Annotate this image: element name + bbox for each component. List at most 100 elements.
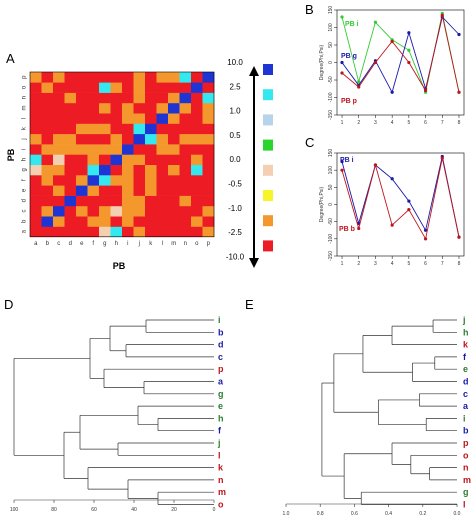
- x-tick-label: 100: [10, 507, 19, 513]
- heatmap-cell-bk: [145, 216, 157, 227]
- heatmap-cell-ol: [156, 82, 169, 93]
- heatmap-cell-mn: [179, 102, 192, 114]
- heatmap-cell-ph: [110, 72, 123, 83]
- heatmap-cell-pa: [30, 72, 42, 83]
- heatmap-cell-cg: [99, 205, 111, 217]
- heatmap-cell-pi: [122, 72, 134, 83]
- heatmap-cell-gm: [168, 164, 180, 176]
- heatmap-cell-og: [99, 82, 111, 93]
- leaf-label: f: [218, 426, 222, 436]
- heatmap-cell-ge: [76, 164, 88, 176]
- heatmap-cell-ak: [145, 226, 157, 238]
- heatmap-cell-pj: [133, 72, 146, 83]
- heatmap-cell-di: [122, 195, 134, 207]
- heatmap-cell-el: [156, 185, 169, 196]
- heatmap-cell-oj: [133, 82, 146, 93]
- heatmap-cell-ep: [202, 185, 215, 196]
- heatmap-cell-al: [156, 226, 169, 238]
- heatmap-cell-ce: [76, 205, 88, 217]
- heatmap-cell-fn: [179, 175, 192, 186]
- y-tick-label: -100: [328, 234, 334, 244]
- heatmap-cell-bn: [179, 216, 192, 227]
- heatmap-cell-ka: [30, 123, 42, 135]
- heatmap-cell-pm: [168, 72, 180, 83]
- heatmap-cell-mc: [53, 102, 65, 114]
- heatmap-cell-je: [76, 133, 88, 145]
- colorbar-swatch: [263, 215, 273, 227]
- heatmap-cell-af: [87, 226, 100, 238]
- colorbar-tick-label: -1.0: [228, 204, 242, 213]
- heatmap-x-tick: l: [162, 241, 163, 247]
- heatmap-cell-le: [76, 113, 88, 124]
- heatmap-cell-jd: [64, 133, 77, 145]
- heatmap-cell-eb: [41, 185, 54, 196]
- heatmap-cell-go: [191, 164, 203, 176]
- colorbar-tick-label: -2.5: [228, 228, 242, 237]
- series-point: [373, 20, 378, 24]
- heatmap-cell-mf: [87, 102, 100, 114]
- heatmap-cell-ho: [191, 154, 203, 165]
- heatmap-x-tick: m: [171, 241, 176, 247]
- heatmap-cell-ji: [122, 133, 134, 145]
- x-tick-label: 60: [91, 507, 97, 513]
- heatmap-cell-lo: [191, 113, 203, 124]
- heatmap-x-tick: d: [69, 241, 72, 247]
- heatmap-cell-mi: [122, 102, 134, 114]
- heatmap-cell-fo: [191, 175, 203, 186]
- heatmap-cell-io: [191, 144, 203, 155]
- heatmap-cell-ai: [122, 226, 134, 238]
- heatmap-cell-gi: [122, 164, 134, 176]
- heatmap-cell-ef: [87, 185, 100, 196]
- panel-letter-a: A: [6, 51, 15, 66]
- y-axis-label: Degree(Phi,Psi): [319, 45, 325, 81]
- series-point: [407, 208, 411, 212]
- heatmap-cell-ga: [30, 164, 42, 176]
- heatmap-x-tick: b: [46, 241, 50, 247]
- heatmap-cell-gd: [64, 164, 77, 176]
- heatmap-cell-np: [202, 92, 215, 104]
- heatmap-cell-gh: [110, 164, 123, 176]
- heatmap-cell-ad: [64, 226, 77, 238]
- colorbar-swatch: [263, 164, 273, 176]
- heatmap-cell-gp: [202, 164, 215, 176]
- heatmap-cell-nn: [179, 92, 192, 104]
- y-tick-label: 150: [328, 149, 334, 158]
- heatmap-x-tick: g: [103, 241, 106, 247]
- heatmap-cell-fa: [30, 175, 42, 186]
- heatmap-cell-jm: [168, 133, 180, 145]
- x-tick-label: 2: [357, 120, 360, 126]
- heatmap-cell-ip: [202, 144, 215, 155]
- heatmap-cell-ob: [41, 82, 54, 93]
- heatmap-cell-pn: [179, 72, 192, 83]
- heatmap-cell-cl: [156, 205, 169, 217]
- leaf-label: n: [218, 475, 224, 485]
- heatmap-cell-lc: [53, 113, 65, 124]
- colorbar-tick-label: -0.5: [228, 180, 242, 189]
- series-line-pb-p: [341, 15, 460, 93]
- heatmap-cell-op: [202, 82, 215, 93]
- heatmap-cell-no: [191, 92, 203, 104]
- leaf-label: n: [463, 463, 469, 473]
- heatmap-cell-nc: [53, 92, 65, 104]
- series-point: [340, 71, 344, 75]
- series-point: [390, 90, 394, 94]
- heatmap-y-tick: j: [22, 138, 28, 140]
- heatmap-cell-nh: [110, 92, 123, 104]
- heatmap-cell-oa: [30, 82, 42, 93]
- heatmap-cell-cc: [53, 205, 65, 217]
- heatmap-y-tick: b: [22, 219, 28, 223]
- series-point: [423, 88, 428, 93]
- heatmap-cell-hc: [53, 154, 65, 165]
- series-label: PB b: [339, 226, 355, 233]
- heatmap-x-tick: e: [80, 241, 84, 247]
- x-tick-label: 0.4: [385, 511, 392, 515]
- series-point: [457, 32, 461, 37]
- heatmap-cell-dl: [156, 195, 169, 207]
- heatmap-cell-ha: [30, 154, 42, 165]
- heatmap-cell-pe: [76, 72, 88, 83]
- heatmap-x-tick: h: [115, 241, 118, 247]
- heatmap-cell-ib: [41, 144, 54, 155]
- heatmap-cell-ld: [64, 113, 77, 124]
- heatmap-cell-cn: [179, 205, 192, 217]
- heatmap-cell-ab: [41, 226, 54, 238]
